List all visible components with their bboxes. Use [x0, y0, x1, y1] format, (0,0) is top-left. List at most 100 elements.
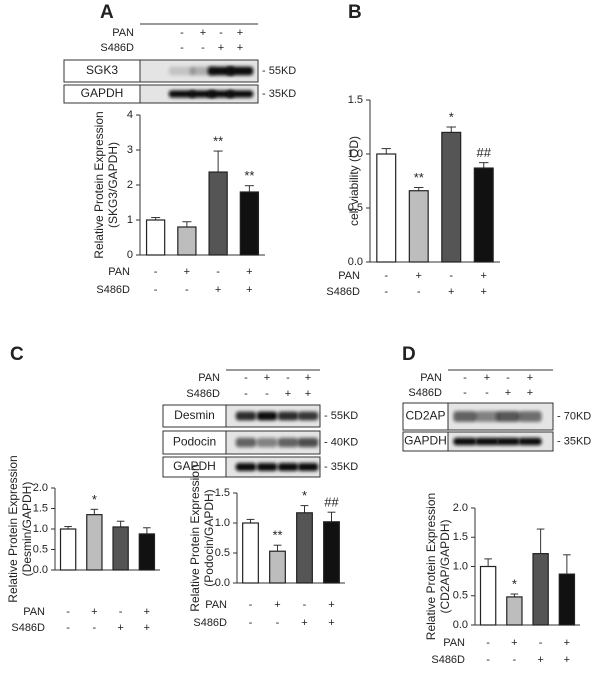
condition-sign: +	[328, 599, 334, 611]
condition-sign: +	[481, 286, 487, 298]
condition-sign: +	[481, 270, 487, 282]
blot-band	[297, 411, 319, 421]
blot-band	[475, 411, 499, 422]
y-tick-label: 1.0	[33, 523, 48, 535]
band-size: - 35KD	[324, 461, 358, 473]
y-axis-label: (Desmin/GAPDH)	[20, 482, 34, 577]
condition-sign: +	[305, 372, 311, 384]
condition-sign: -	[417, 286, 421, 298]
condition-sign: +	[200, 27, 206, 39]
y-tick-label: 0.0	[215, 577, 230, 589]
condition-sign: +	[564, 637, 570, 649]
condition-sign: +	[237, 27, 243, 39]
condition-sign: -	[219, 27, 223, 39]
panel-letter: A	[100, 2, 114, 23]
panel-letter: D	[402, 344, 416, 365]
blot-band	[297, 437, 319, 448]
bar	[323, 521, 340, 584]
bar	[86, 514, 103, 571]
bar	[145, 219, 166, 256]
y-tick-label: 1.5	[33, 502, 48, 514]
condition-sign: +	[505, 387, 511, 399]
bar	[239, 191, 260, 256]
y-tick-label: 0.5	[348, 202, 363, 214]
condition-sign: -	[154, 284, 158, 296]
blot-band	[518, 411, 542, 422]
y-tick-label: 1.5	[215, 487, 230, 499]
condition-label: PAN	[205, 599, 227, 611]
condition-sign: +	[117, 622, 123, 634]
bar	[208, 171, 228, 256]
condition-sign: -	[201, 42, 205, 54]
condition-label: S486D	[96, 284, 130, 296]
y-axis-label: Relative Protein Expression	[188, 464, 202, 611]
condition-label: PAN	[420, 372, 442, 384]
condition-sign: +	[144, 606, 150, 618]
blot-band	[235, 437, 257, 448]
condition-sign: -	[303, 599, 307, 611]
condition-sign: -	[384, 286, 388, 298]
blot-band	[168, 66, 196, 76]
condition-sign: -	[486, 654, 490, 666]
y-axis-label: Relative Protein Expression	[92, 111, 106, 258]
bar	[112, 526, 129, 571]
band-label: SGK3	[86, 63, 118, 77]
bar	[479, 565, 497, 626]
blot-band	[226, 90, 254, 98]
condition-sign: -	[463, 372, 467, 384]
band-size: - 35KD	[262, 88, 296, 100]
bar	[532, 553, 549, 626]
condition-sign: +	[448, 286, 454, 298]
bar	[177, 226, 197, 256]
significance-mark: **	[272, 528, 282, 543]
y-axis-label: (CD2AP/GAPDH)	[438, 519, 452, 613]
condition-sign: +	[144, 622, 150, 634]
panel-letter: C	[10, 344, 24, 365]
blot-band	[235, 411, 257, 421]
condition-sign: +	[237, 42, 243, 54]
condition-label: S486D	[186, 388, 220, 400]
band-label: Podocin	[173, 435, 216, 449]
significance-mark: *	[449, 109, 454, 124]
condition-sign: -	[244, 372, 248, 384]
significance-mark: **	[244, 168, 254, 183]
condition-sign: -	[265, 388, 269, 400]
condition-label: PAN	[198, 372, 220, 384]
condition-label: PAN	[112, 27, 134, 39]
condition-label: S486D	[100, 42, 134, 54]
blot-band	[277, 437, 299, 448]
bar	[138, 533, 156, 571]
band-label: GAPDH	[81, 86, 124, 100]
blot-band	[168, 90, 196, 98]
condition-sign: +	[527, 372, 533, 384]
condition-sign: -	[486, 637, 490, 649]
condition-sign: +	[564, 654, 570, 666]
y-tick-label: 2.0	[33, 482, 48, 494]
condition-sign: +	[484, 372, 490, 384]
condition-sign: +	[215, 284, 221, 296]
blot-band	[453, 411, 477, 422]
bar	[506, 596, 523, 626]
condition-sign: +	[416, 270, 422, 282]
condition-sign: +	[301, 617, 307, 629]
band-size: - 70KD	[557, 410, 591, 422]
blot-band	[475, 437, 499, 446]
significance-mark: **	[213, 133, 223, 148]
condition-sign: -	[185, 284, 189, 296]
blot-band	[297, 463, 319, 471]
blot-band	[518, 437, 542, 446]
condition-sign: -	[463, 387, 467, 399]
condition-sign: -	[539, 637, 543, 649]
band-label: GAPDH	[404, 434, 447, 448]
band-label: CD2AP	[405, 409, 445, 423]
y-tick-label: 3	[127, 144, 133, 156]
y-tick-label: 1.5	[348, 94, 363, 106]
blot-band	[453, 437, 477, 446]
y-tick-label: 2.0	[453, 502, 468, 514]
condition-label: S486D	[11, 622, 45, 634]
condition-label: PAN	[23, 606, 45, 618]
y-axis-label: (SKG3/GAPDH)	[106, 142, 120, 228]
significance-mark: *	[302, 488, 307, 503]
y-tick-label: 1.0	[348, 148, 363, 160]
